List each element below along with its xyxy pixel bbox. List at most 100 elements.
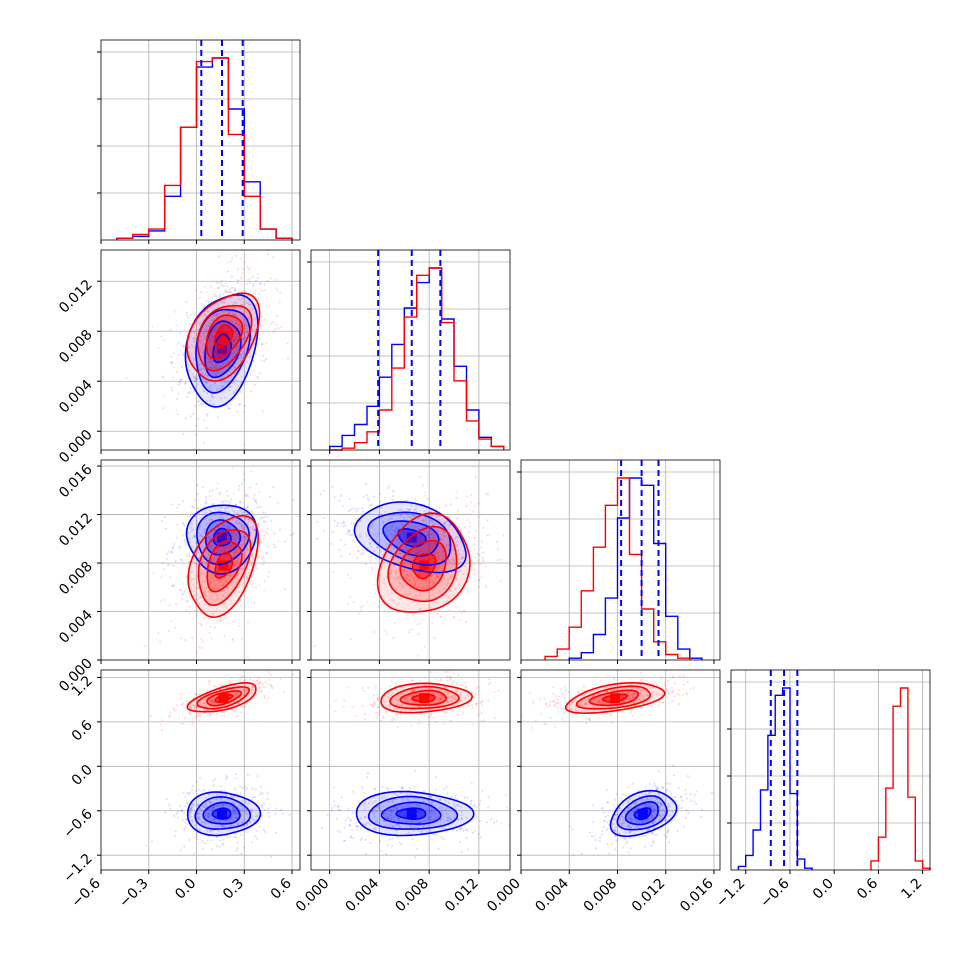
scatter-point (357, 825, 360, 828)
scatter-point (468, 525, 471, 528)
scatter-point (213, 514, 216, 517)
scatter-point (437, 556, 440, 559)
scatter-point (347, 808, 350, 811)
scatter-point (554, 702, 557, 705)
scatter-point (233, 538, 237, 541)
scatter-point (405, 593, 409, 596)
scatter-point (228, 288, 231, 291)
scatter-point (251, 687, 254, 690)
scatter-point (232, 352, 235, 355)
scatter-point (528, 692, 531, 695)
scatter-point (183, 539, 186, 542)
scatter-point (370, 546, 373, 549)
scatter-point (655, 833, 658, 836)
scatter-point (159, 600, 162, 603)
scatter-point (217, 370, 220, 373)
scatter-point (248, 356, 251, 359)
scatter-point (212, 806, 215, 809)
scatter-point (208, 625, 212, 628)
scatter-point (263, 534, 266, 537)
scatter-point (223, 550, 227, 553)
scatter-point (200, 561, 204, 564)
scatter-point (233, 535, 236, 538)
scatter-point (213, 292, 216, 295)
scatter-point (258, 555, 261, 559)
scatter-point (245, 536, 248, 539)
scatter-point (418, 805, 421, 808)
scatter-point (657, 800, 660, 804)
scatter-point (458, 570, 461, 573)
scatter-point (337, 805, 340, 808)
scatter-point (233, 340, 236, 343)
scatter-point (208, 545, 211, 549)
scatter-point (425, 578, 428, 581)
scatter-point (207, 553, 210, 556)
scatter-point (660, 796, 664, 799)
scatter-point (222, 824, 226, 827)
scatter-point (563, 696, 566, 700)
scatter-point (234, 832, 237, 835)
scatter-point (227, 407, 230, 410)
scatter-point (255, 815, 259, 818)
scatter-point (194, 541, 197, 544)
scatter-point (222, 603, 225, 607)
scatter-point (227, 526, 230, 530)
scatter-point (371, 525, 374, 529)
scatter-point (204, 313, 207, 316)
scatter-point (336, 521, 339, 525)
scatter-point (199, 807, 202, 811)
scatter-point (624, 831, 628, 834)
scatter-point (386, 787, 390, 791)
scatter-point (350, 819, 353, 822)
scatter-point (210, 581, 213, 584)
scatter-point (430, 513, 434, 516)
scatter-point (233, 313, 236, 316)
scatter-point (397, 508, 400, 511)
scatter-point (235, 301, 238, 304)
scatter-point (245, 547, 248, 550)
scatter-point (390, 569, 393, 572)
scatter-point (403, 518, 406, 521)
scatter-point (650, 704, 653, 708)
scatter-point (675, 814, 679, 817)
scatter-point (665, 789, 668, 792)
scatter-point (204, 511, 208, 514)
scatter-point (202, 344, 205, 347)
scatter-point (428, 545, 431, 548)
scatter-point (352, 539, 355, 542)
scatter-point (414, 508, 417, 511)
scatter-point (412, 614, 415, 617)
scatter-point (385, 632, 388, 635)
scatter-point (530, 726, 534, 729)
scatter-point (352, 601, 355, 604)
scatter-point (231, 537, 234, 540)
scatter-point (478, 553, 481, 557)
scatter-point (183, 828, 186, 831)
scatter-point (202, 540, 205, 544)
scatter-point (182, 592, 185, 595)
scatter-point (212, 784, 215, 787)
scatter-point (431, 800, 434, 803)
scatter-point (191, 578, 194, 581)
scatter-point (613, 817, 616, 821)
scatter-point (471, 706, 474, 710)
scatter-point (197, 328, 200, 331)
scatter-point (460, 851, 463, 854)
scatter-point (424, 491, 427, 494)
scatter-point (225, 404, 229, 407)
scatter-point (433, 601, 436, 604)
scatter-point (656, 787, 659, 790)
scatter-point (673, 682, 676, 685)
scatter-point (446, 817, 449, 820)
scatter-point (241, 357, 244, 360)
scatter-point (243, 785, 246, 788)
scatter-point (242, 356, 245, 359)
scatter-point (168, 604, 171, 607)
scatter-point (663, 834, 666, 837)
scatter-point (197, 417, 200, 420)
scatter-point (427, 807, 431, 810)
scatter-point (209, 402, 212, 405)
scatter-point (659, 801, 662, 804)
scatter-point (376, 546, 379, 549)
scatter-point (195, 519, 198, 523)
